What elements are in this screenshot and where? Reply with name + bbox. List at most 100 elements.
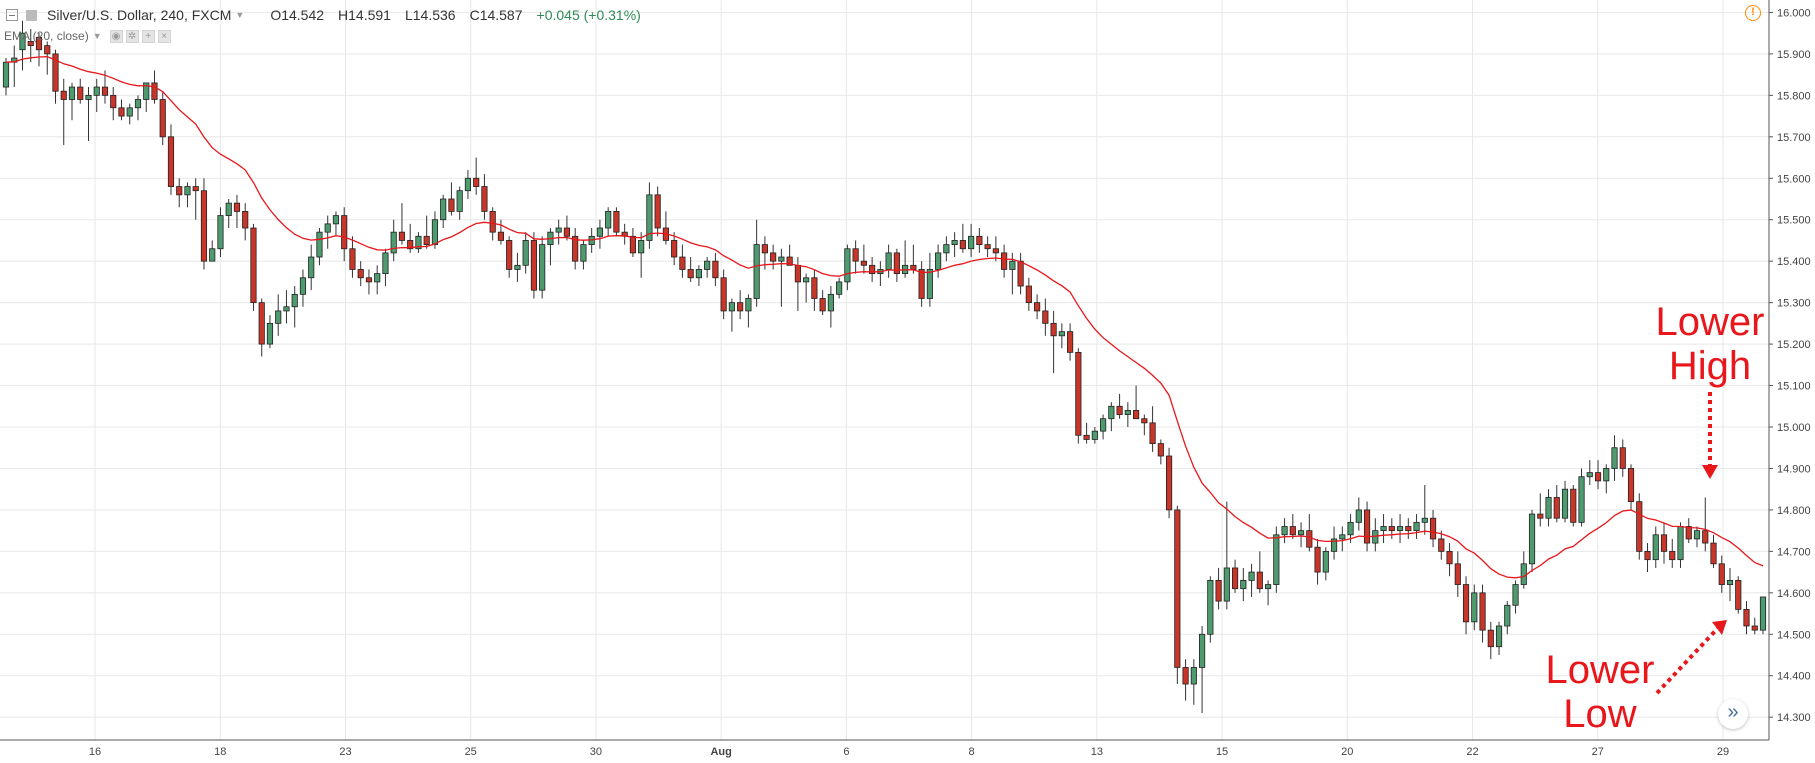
candle-bear: [1454, 563, 1461, 585]
symbol-legend: Silver/U.S. Dollar, 240, FXCM ▼ O14.542 …: [6, 4, 641, 26]
candle-bear: [530, 240, 538, 291]
candle-bear: [1570, 488, 1577, 523]
eye-icon[interactable]: ◉: [109, 29, 123, 43]
candle-bull: [1759, 596, 1767, 631]
candle-bull: [299, 277, 307, 295]
candle-bull: [522, 240, 529, 266]
lower-low-arrowhead: [1712, 620, 1727, 635]
candle-bull: [1528, 513, 1536, 565]
y-tick-label: 14.800: [1777, 505, 1811, 517]
candle-bear: [1479, 592, 1486, 631]
candle-bull: [19, 32, 26, 51]
candle-bull: [1603, 468, 1610, 482]
y-tick-label: 15.500: [1777, 215, 1811, 227]
candle-bull: [184, 186, 191, 196]
candle-bull: [1611, 447, 1618, 469]
lower-high-arrowhead: [1702, 465, 1718, 479]
lower-high-annotation: Lower High: [1640, 300, 1780, 388]
candle-bear: [794, 264, 801, 283]
candle-bull: [440, 198, 447, 221]
candle-bear: [250, 227, 257, 304]
candle-bear: [1594, 472, 1602, 482]
candle-bull: [390, 231, 397, 254]
candle-bear: [200, 190, 208, 262]
symbol-title[interactable]: Silver/U.S. Dollar, 240, FXCM: [47, 7, 232, 23]
candle-bear: [893, 252, 900, 275]
candle-bear: [1685, 526, 1692, 540]
x-tick-label: 18: [214, 746, 226, 758]
candle-bull: [1339, 534, 1346, 540]
candle-bull: [275, 310, 282, 324]
gear-icon[interactable]: ✲: [125, 29, 139, 43]
y-tick-label: 15.600: [1777, 173, 1811, 185]
candle-bull: [728, 302, 735, 312]
candle-bear: [27, 41, 34, 47]
candle-bull: [68, 86, 76, 100]
candle-bull: [1322, 550, 1329, 573]
close-icon[interactable]: ×: [157, 29, 171, 43]
candle-bear: [1182, 667, 1189, 685]
alert-icon[interactable]: !: [1745, 5, 1761, 21]
lower-low-annotation: Lower Low: [1530, 648, 1670, 736]
candle-bear: [737, 302, 744, 312]
candle-bull: [1240, 579, 1247, 590]
candle-bull: [943, 244, 950, 254]
candle-bear: [398, 231, 406, 241]
candle-bear: [151, 82, 158, 100]
scroll-right-icon[interactable]: »: [1718, 699, 1748, 729]
candle-bull: [1726, 579, 1734, 585]
candle-bull: [1223, 567, 1230, 602]
candle-bull: [217, 215, 224, 250]
candle-bull: [1058, 331, 1065, 337]
candle-bear: [506, 240, 513, 270]
candle-bull: [926, 269, 933, 299]
candle-bull: [803, 277, 810, 283]
candle-bear: [770, 252, 777, 262]
indicator-label[interactable]: EMA (20, close): [4, 29, 89, 43]
candle-bear: [1710, 542, 1717, 565]
candle-bull: [464, 177, 472, 192]
candle-bear: [481, 186, 488, 212]
candle-bear: [1487, 629, 1494, 648]
candle-bear: [192, 186, 199, 192]
candle-bull: [646, 194, 653, 241]
x-tick-label: 29: [1717, 746, 1729, 758]
candle-bull: [209, 248, 216, 262]
x-tick-label: 23: [339, 746, 351, 758]
candle-bull: [753, 244, 760, 299]
candle-bull: [539, 244, 546, 291]
candle-bear: [984, 244, 991, 250]
candle-bear: [1174, 509, 1181, 668]
y-tick-label: 15.200: [1777, 339, 1811, 351]
caret-down-icon[interactable]: ▼: [235, 10, 245, 20]
candle-bear: [1429, 517, 1437, 540]
collapse-icon[interactable]: [6, 9, 18, 21]
candle-bear: [1306, 530, 1313, 548]
candle-bear: [1537, 513, 1544, 519]
plus-icon[interactable]: +: [141, 29, 155, 43]
candle-bear: [1025, 285, 1032, 304]
candle-bear: [679, 256, 686, 270]
candle-bull: [836, 281, 843, 295]
candle-bear: [407, 240, 414, 250]
x-tick-label: 6: [843, 746, 849, 758]
candle-bull: [1677, 526, 1684, 561]
close-value: C14.587: [469, 7, 523, 23]
candle-bull: [456, 190, 463, 212]
candle-bear: [572, 235, 579, 262]
candle-bear: [563, 227, 571, 237]
candle-bull: [85, 94, 92, 100]
candle-bear: [1702, 530, 1709, 544]
candle-bear: [1042, 310, 1049, 324]
candle-bear: [341, 215, 348, 250]
caret-down-icon[interactable]: ▼: [92, 31, 102, 41]
candle-bull: [1471, 592, 1478, 623]
candle-bear: [118, 107, 125, 117]
candle-bear: [1718, 563, 1725, 585]
ohlc-values: O14.542 H14.591 L14.536 C14.587 +0.045 (…: [270, 7, 641, 23]
candle-bull: [374, 273, 381, 283]
candle-bull: [1396, 526, 1404, 532]
candle-bear: [1743, 609, 1750, 627]
y-tick-label: 16.000: [1777, 7, 1811, 19]
